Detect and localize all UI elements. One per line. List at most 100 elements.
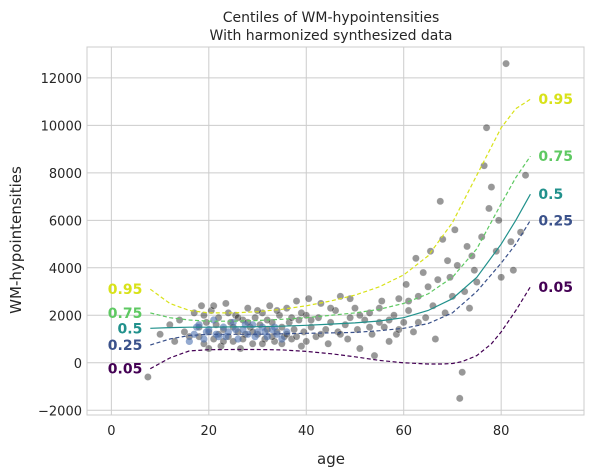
- data-point: [402, 280, 410, 289]
- data-point: [244, 304, 252, 312]
- centile-label-right: 0.5: [538, 187, 563, 203]
- data-point: [453, 261, 462, 270]
- data-point: [521, 171, 530, 179]
- x-tick-label: 40: [298, 424, 315, 439]
- data-point: [166, 321, 174, 329]
- data-point: [278, 323, 286, 331]
- data-point: [446, 273, 454, 282]
- centile-label-left: 0.75: [108, 306, 143, 322]
- centile-label-left: 0.95: [108, 282, 143, 298]
- data-point: [412, 254, 420, 263]
- data-point: [485, 204, 493, 213]
- centile-label-right: 0.75: [538, 149, 573, 165]
- data-point: [351, 304, 359, 312]
- data-point: [205, 344, 213, 353]
- data-point: [251, 313, 259, 322]
- data-point: [365, 309, 374, 317]
- data-point: [487, 183, 496, 191]
- data-point: [509, 266, 518, 274]
- y-tick-label: 8000: [49, 167, 82, 182]
- data-point: [270, 337, 279, 346]
- grid: [87, 47, 584, 415]
- data-point: [292, 297, 301, 305]
- x-tick-labels: 0 20 40 60 80: [107, 424, 509, 439]
- chart-title: Centiles of WM-hypointensities: [223, 10, 440, 26]
- synth-data-point: [202, 328, 210, 336]
- data-point: [253, 306, 262, 315]
- y-tick-labels: −2000 0 2000 4000 6000 8000 10000 12000: [38, 72, 82, 419]
- synth-data-point: [229, 318, 237, 327]
- centile-labels: 0.050.050.250.250.50.50.750.750.950.95: [108, 92, 573, 377]
- data-point: [287, 313, 296, 322]
- centile-line-0.25: [150, 219, 531, 346]
- data-point: [385, 337, 393, 346]
- data-point: [248, 340, 257, 348]
- data-point: [307, 316, 315, 324]
- data-point: [275, 311, 284, 320]
- data-point: [443, 256, 452, 265]
- chart-subtitle: With harmonized synthesized data: [210, 28, 453, 44]
- data-point: [507, 237, 515, 246]
- x-tick-label: 0: [107, 424, 115, 439]
- data-point: [436, 197, 445, 206]
- data-point: [297, 342, 306, 350]
- synth-data-point: [210, 316, 218, 324]
- data-point: [302, 337, 311, 346]
- y-tick-label: 4000: [49, 262, 82, 277]
- data-point: [395, 294, 403, 303]
- data-point: [455, 394, 464, 403]
- data-point: [494, 216, 503, 225]
- x-axis-label: age: [317, 450, 345, 468]
- data-point: [180, 328, 189, 336]
- data-point: [460, 287, 469, 296]
- data-point: [300, 328, 308, 336]
- data-point: [317, 330, 325, 339]
- data-point: [451, 226, 459, 234]
- synth-data-point: [270, 323, 279, 331]
- data-point: [356, 344, 364, 353]
- centile-line-0.75: [150, 155, 531, 322]
- data-point: [424, 283, 432, 291]
- y-tick-label: 6000: [49, 214, 82, 229]
- x-tick-label: 80: [493, 424, 510, 439]
- data-point: [324, 340, 332, 348]
- data-point: [353, 325, 362, 334]
- data-point: [465, 304, 474, 312]
- data-point: [404, 306, 413, 315]
- data-point: [343, 335, 352, 343]
- data-point: [292, 332, 301, 341]
- data-point: [458, 368, 466, 377]
- x-tick-label: 60: [395, 424, 412, 439]
- data-point: [265, 302, 274, 310]
- y-axis-label: WM-hypointensities: [7, 166, 25, 314]
- data-point: [336, 292, 345, 301]
- centile-label-right: 0.05: [538, 280, 573, 296]
- data-point: [392, 330, 401, 339]
- data-point: [426, 247, 435, 255]
- data-point: [482, 123, 491, 132]
- y-tick-label: −2000: [38, 404, 82, 419]
- centile-lines: [149, 98, 531, 370]
- data-point: [502, 59, 510, 68]
- centile-label-right: 0.95: [538, 92, 573, 108]
- data-point: [409, 328, 418, 336]
- synth-data-point: [278, 335, 286, 343]
- data-point: [200, 311, 208, 320]
- data-point: [341, 321, 349, 329]
- data-point: [470, 266, 479, 274]
- centile-label-right: 0.25: [538, 213, 573, 229]
- data-point: [326, 318, 335, 327]
- data-point: [290, 325, 298, 334]
- y-tick-label: 2000: [49, 309, 82, 324]
- data-point: [434, 275, 442, 284]
- data-point: [375, 304, 384, 312]
- data-point: [258, 340, 267, 348]
- synth-data-point: [283, 328, 291, 336]
- scatter-points: [144, 59, 530, 403]
- y-tick-label: 12000: [41, 72, 82, 87]
- data-point: [399, 318, 408, 327]
- centile-line-0.95: [149, 98, 531, 314]
- centile-line-0.5: [150, 193, 531, 329]
- data-point: [304, 294, 313, 303]
- data-point: [202, 318, 211, 327]
